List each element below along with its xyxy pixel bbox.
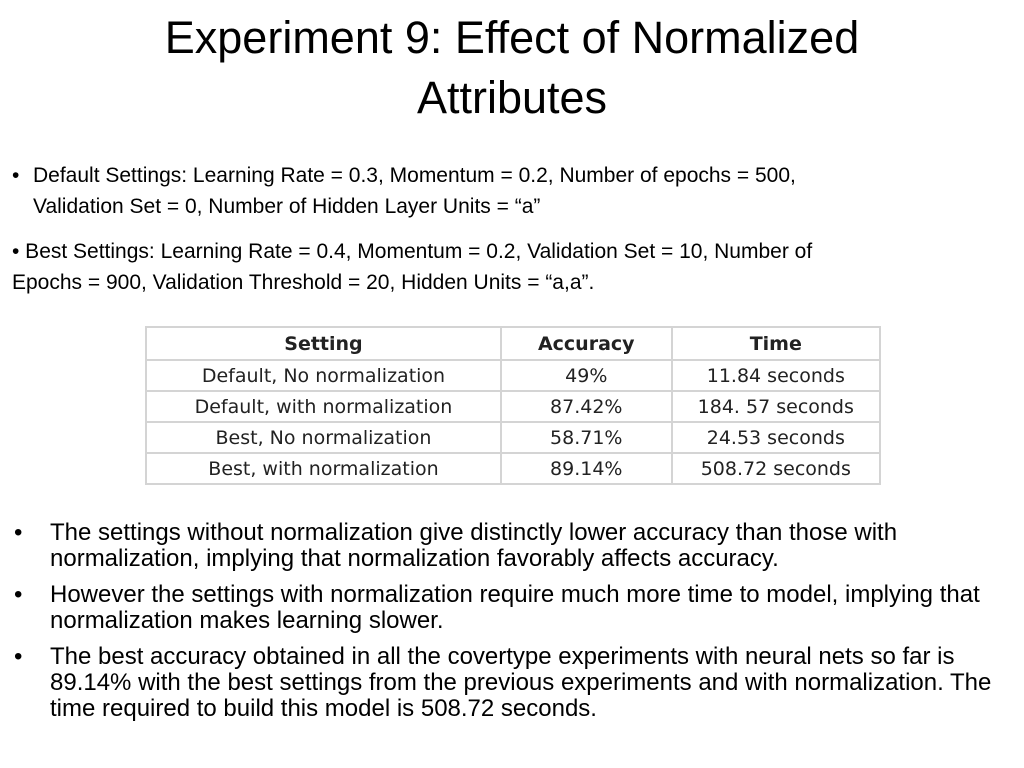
table-header-row: Setting Accuracy Time — [145, 326, 882, 361]
bullet-glyph: • — [14, 519, 23, 546]
list-item: • The best accuracy obtained in all the … — [12, 644, 1018, 722]
table-row: Default, with normalization 87.42% 184. … — [145, 390, 882, 423]
cell-accuracy: 58.71% — [499, 421, 673, 454]
table-row: Best, No normalization 58.71% 24.53 seco… — [145, 421, 882, 454]
cell-time: 508.72 seconds — [670, 452, 882, 485]
slide-title: Experiment 9: Effect of Normalized Attri… — [0, 8, 1024, 128]
slide-title-line-2: Attributes — [416, 72, 608, 123]
cell-setting: Best, with normalization — [145, 452, 502, 485]
list-item: • The settings without normalization giv… — [12, 520, 1018, 572]
observations-list: • The settings without normalization giv… — [12, 520, 1018, 732]
header-accuracy: Accuracy — [499, 326, 673, 361]
cell-accuracy: 89.14% — [499, 452, 673, 485]
table-row: Best, with normalization 89.14% 508.72 s… — [145, 452, 882, 485]
best-settings-line-1: • Best Settings: Learning Rate = 0.4, Mo… — [12, 240, 813, 263]
results-table: Setting Accuracy Time Default, No normal… — [145, 326, 882, 485]
default-settings-text: • Default Settings: Learning Rate = 0.3, … — [12, 160, 1012, 222]
bullet-glyph: • — [14, 643, 23, 670]
cell-setting: Default, with normalization — [145, 390, 502, 423]
observation-text: The best accuracy obtained in all the co… — [50, 643, 992, 722]
default-settings-line-1: Default Settings: Learning Rate = 0.3, M… — [33, 164, 796, 187]
cell-setting: Best, No normalization — [145, 421, 502, 454]
table-row: Default, No normalization 49% 11.84 seco… — [145, 359, 882, 392]
cell-time: 184. 57 seconds — [670, 390, 882, 423]
list-item: • However the settings with normalizatio… — [12, 582, 1018, 634]
cell-time: 24.53 seconds — [670, 421, 882, 454]
default-settings-line-2: Validation Set = 0, Number of Hidden Lay… — [33, 195, 541, 218]
cell-setting: Default, No normalization — [145, 359, 502, 392]
results-table-container: Setting Accuracy Time Default, No normal… — [145, 326, 882, 485]
best-settings-line-2: Epochs = 900, Validation Threshold = 20,… — [12, 271, 595, 294]
header-setting: Setting — [145, 326, 502, 361]
best-settings-text: • Best Settings: Learning Rate = 0.4, Mo… — [12, 236, 1012, 298]
cell-time: 11.84 seconds — [670, 359, 882, 392]
cell-accuracy: 49% — [499, 359, 673, 392]
bullet-glyph: • — [14, 581, 23, 608]
bullet-glyph: • — [12, 164, 20, 187]
observation-text: However the settings with normalization … — [50, 581, 980, 634]
slide-title-line-1: Experiment 9: Effect of Normalized — [164, 12, 860, 63]
cell-accuracy: 87.42% — [499, 390, 673, 423]
header-time: Time — [670, 326, 882, 361]
observation-text: The settings without normalization give … — [50, 519, 898, 572]
